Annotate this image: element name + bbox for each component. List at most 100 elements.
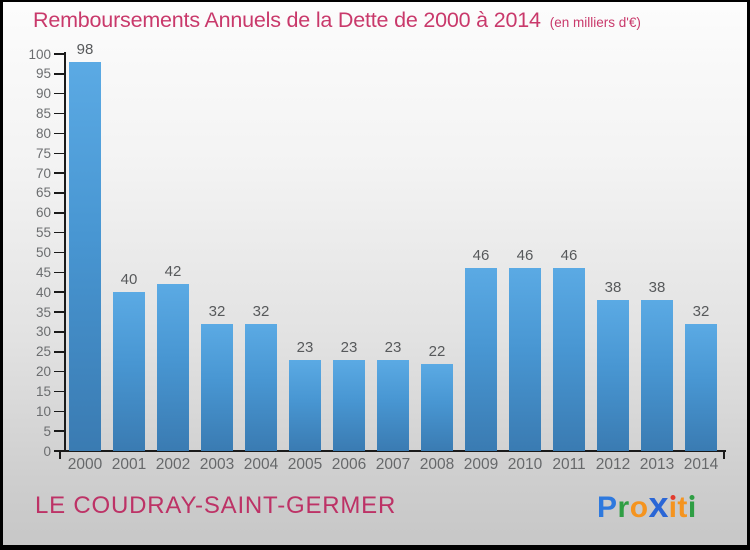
bar-2002: [157, 284, 189, 451]
x-axis-category-label: 2003: [199, 456, 235, 473]
y-axis-tick-label: 70: [35, 165, 51, 181]
y-axis-tick-label: 75: [35, 145, 51, 161]
bar-value-label: 32: [208, 302, 226, 320]
y-axis-tick: [54, 172, 65, 174]
y-axis-tick-label: 90: [35, 86, 51, 102]
x-axis-category-label: 2000: [67, 456, 103, 473]
x-axis-category-label: 2009: [463, 456, 499, 473]
y-axis-tick-label: 35: [35, 304, 51, 320]
x-axis-category-label: 2002: [155, 456, 191, 473]
y-axis-tick: [54, 192, 65, 194]
bar-2007: [377, 359, 409, 451]
x-axis-category-label: 2013: [639, 456, 675, 473]
logo-letter-o: o: [629, 491, 649, 524]
y-axis-tick: [54, 390, 65, 393]
y-axis-tick: [54, 291, 65, 293]
bar-value-label: 22: [428, 342, 446, 360]
bar-value-label: 38: [604, 279, 622, 297]
bar-value-label: 38: [648, 279, 666, 297]
bar-value-label: 32: [692, 302, 710, 320]
logo-letter-i: ı: [668, 491, 678, 524]
y-axis-tick-label: 100: [28, 46, 51, 62]
bar-value-label: 46: [516, 247, 534, 265]
bar-2008: [421, 363, 453, 451]
y-axis-tick-label: 20: [35, 364, 51, 380]
chart-title: Remboursements Annuels de la Dette de 20…: [33, 8, 541, 32]
y-axis-tick: [54, 370, 65, 373]
logo-letter-P: P: [597, 491, 618, 524]
y-axis-tick-label: 10: [35, 403, 51, 419]
x-axis-category-label: 2012: [595, 456, 631, 473]
logo-i-dot: [670, 495, 676, 500]
logo-letter-r: r: [617, 491, 630, 524]
bar-2003: [201, 323, 233, 451]
bar-value-label: 23: [296, 338, 314, 356]
y-axis-tick: [54, 92, 65, 95]
bar-value-label: 42: [164, 263, 182, 281]
y-axis-tick-label: 50: [35, 245, 51, 260]
y-axis-tick: [54, 450, 65, 452]
bar-value-label: 32: [252, 302, 270, 320]
y-axis-tick: [54, 271, 65, 274]
y-axis-tick: [54, 231, 65, 234]
x-axis-category-label: 2010: [507, 456, 543, 473]
y-axis-tick: [54, 112, 65, 115]
bar-value-label: 98: [76, 40, 94, 58]
y-axis-tick: [54, 152, 65, 154]
logo-i-dot: [689, 495, 695, 500]
x-axis-category-label: 2011: [552, 456, 586, 473]
y-axis-tick-label: 45: [35, 264, 51, 280]
y-axis-tick-label: 95: [35, 66, 51, 82]
proxiti-logo[interactable]: Proxı tı: [597, 486, 697, 527]
y-axis-tick-label: 55: [35, 225, 51, 241]
x-axis-category-label: 2007: [375, 456, 411, 473]
y-axis-tick: [54, 410, 65, 413]
x-axis-category-label: 2004: [243, 456, 279, 473]
bar-value-label: 23: [384, 338, 402, 356]
y-axis-tick: [54, 311, 65, 313]
y-axis-tick-label: 25: [35, 344, 51, 360]
bar-2011: [553, 268, 585, 451]
bar-chart-plot-area: 0 5 10 15 20 25 30 35 40 45 50 55 60 65 70 75 80 85 90 95 10…: [3, 2, 747, 545]
x-axis-category-label: 2001: [111, 456, 147, 473]
bar-value-label: 40: [120, 271, 138, 289]
y-axis-tick-label: 85: [35, 106, 51, 122]
bar-2014: [685, 323, 717, 451]
y-axis-tick-label: 65: [35, 185, 51, 201]
bar-2006: [333, 359, 365, 451]
bar-2005: [289, 359, 321, 451]
y-axis-tick-label: 0: [43, 443, 51, 459]
bar-2013: [641, 300, 673, 451]
y-axis-tick: [54, 331, 65, 333]
bar-value-label: 46: [472, 247, 490, 265]
y-axis-tick: [54, 212, 65, 214]
y-axis-tick: [54, 53, 65, 55]
bar-2010: [509, 268, 541, 451]
bar-2004: [245, 323, 277, 451]
bar-2012: [597, 300, 629, 451]
y-axis-tick-label: 30: [35, 324, 51, 340]
logo-letter-x: x: [648, 484, 669, 525]
bar-2000: [69, 61, 101, 451]
x-axis-end-tick: [723, 450, 725, 459]
location-label: LE COUDRAY-SAINT-GERMER: [35, 492, 397, 519]
y-axis-tick-label: 40: [35, 284, 51, 300]
y-axis-tick-label: 60: [35, 205, 51, 221]
chart-header: Remboursements Annuels de la Dette de 20…: [33, 8, 641, 33]
x-axis-category-label: 2008: [419, 456, 455, 473]
y-axis-tick-label: 5: [43, 423, 51, 439]
x-axis-category-label: 2005: [287, 456, 323, 473]
logo-letter-i: ı: [687, 491, 697, 524]
y-axis-tick: [54, 430, 65, 432]
chart-unit-note: (en milliers d'€): [549, 15, 641, 30]
y-axis-tick: [54, 73, 65, 75]
y-axis-tick: [54, 251, 65, 254]
y-axis-tick: [54, 132, 65, 135]
bar-2001: [113, 292, 145, 451]
y-axis-tick-label: 15: [35, 383, 51, 399]
bar-2009: [465, 268, 497, 451]
bar-value-label: 23: [340, 338, 358, 356]
logo-letter-t: t: [677, 491, 688, 524]
x-axis-category-label: 2014: [683, 456, 719, 473]
